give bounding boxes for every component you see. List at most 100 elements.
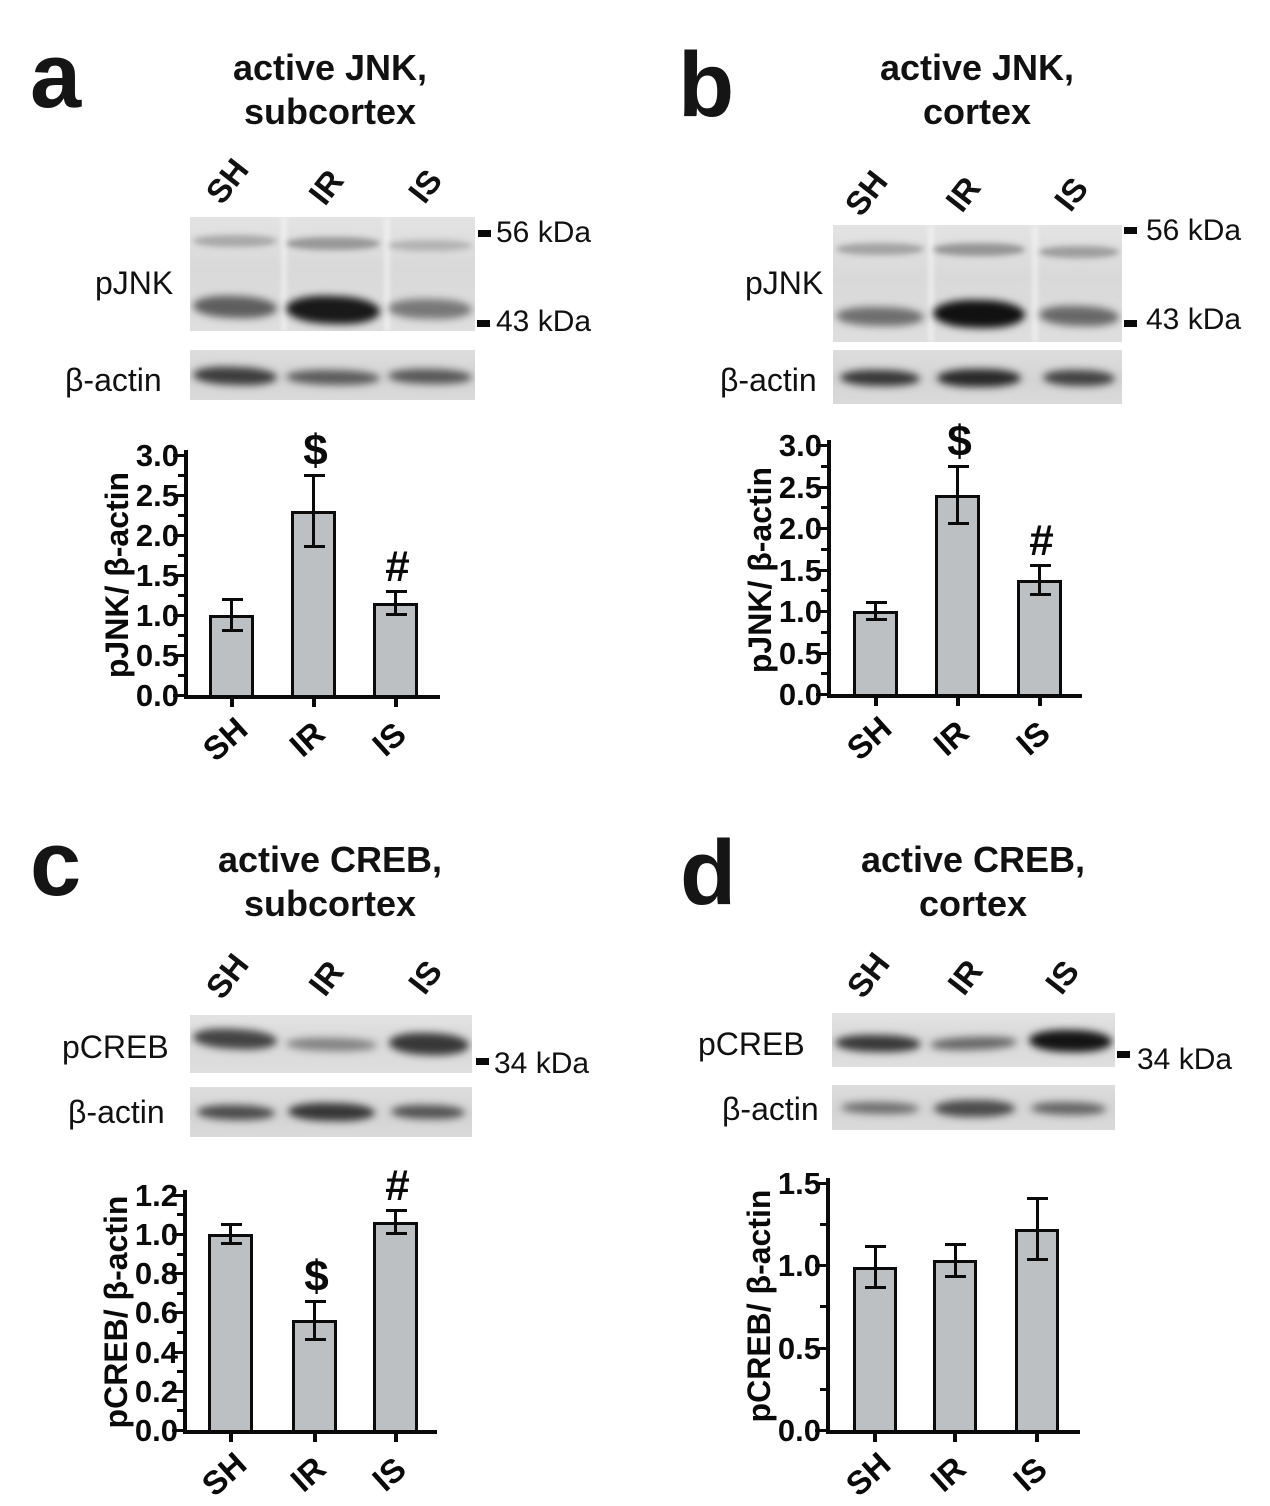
protein-label-c-pcreb: pCREB bbox=[62, 1029, 169, 1065]
protein-label-b-pjnk: pJNK bbox=[745, 265, 824, 301]
significance-annotation-ir: $ bbox=[304, 1251, 329, 1301]
x-tick-sh bbox=[873, 698, 878, 706]
marker-label-a-56kda: 56 kDa bbox=[496, 216, 592, 249]
western-blot-c-bactin bbox=[190, 1087, 472, 1137]
y-tick-label: 0.2 bbox=[134, 1373, 178, 1409]
lane-label-b-sh: SH bbox=[837, 163, 895, 223]
y-tick-label: 0.0 bbox=[134, 1413, 178, 1448]
y-tick-minor bbox=[820, 1223, 826, 1227]
y-tick-major bbox=[173, 574, 184, 577]
lane-label-a-ir: IR bbox=[301, 162, 351, 212]
y-tick-minor bbox=[177, 1409, 183, 1413]
blot-band bbox=[390, 1104, 466, 1120]
y-tick-major bbox=[173, 454, 184, 457]
blot-band bbox=[388, 239, 472, 251]
lane-label-d-is: IS bbox=[1037, 953, 1087, 1001]
x-tick-sh bbox=[229, 699, 234, 707]
protein-label-a-pjnk: pJNK bbox=[95, 265, 174, 301]
bar-ir bbox=[933, 1260, 977, 1430]
error-bar-line-sh bbox=[873, 1245, 877, 1289]
y-tick-minor bbox=[177, 1370, 183, 1374]
y-axis-label: pCREB/ β-actin bbox=[741, 1190, 777, 1423]
panel-title-c: active CREB, subcortex bbox=[130, 838, 530, 926]
y-tick-minor bbox=[178, 474, 184, 477]
error-bar-cap-top-sh bbox=[865, 1244, 886, 1248]
error-bar-cap-top-ir bbox=[945, 1242, 966, 1246]
y-tick-label: 3.0 bbox=[778, 428, 822, 463]
western-blot-d-bactin bbox=[832, 1085, 1115, 1130]
bar-is bbox=[1017, 580, 1062, 694]
y-tick-label: 1.5 bbox=[777, 1165, 821, 1201]
y-tick-label: 2.5 bbox=[778, 469, 822, 505]
lane-label-d-sh: SH bbox=[839, 945, 897, 1005]
error-bar-cap-bottom-is bbox=[385, 613, 407, 616]
y-tick-label: 3.0 bbox=[135, 438, 179, 473]
blot-band bbox=[286, 236, 380, 250]
x-axis-line bbox=[826, 1430, 1080, 1434]
y-tick-major bbox=[172, 1193, 183, 1197]
y-axis-line bbox=[827, 440, 831, 698]
error-bar-cap-top-sh bbox=[865, 600, 887, 604]
error-bar-cap-bottom-is bbox=[1029, 593, 1051, 597]
error-bar-line-is bbox=[394, 591, 397, 615]
x-tick-label-sh: SH bbox=[194, 1444, 253, 1504]
panel-title-d-line2: cortex bbox=[918, 883, 1028, 924]
error-bar-line-sh bbox=[874, 601, 877, 621]
lane-label-c-is: IS bbox=[400, 953, 450, 1001]
blot-band bbox=[929, 1034, 1018, 1052]
y-tick-label: 1.5 bbox=[135, 558, 179, 593]
x-tick-label-is: IS bbox=[364, 1449, 413, 1499]
y-tick-minor bbox=[821, 672, 827, 676]
blot-band bbox=[840, 1101, 920, 1115]
x-tick-is bbox=[1037, 698, 1042, 706]
x-tick-label-ir: IR bbox=[925, 713, 976, 763]
y-tick-label: 2.0 bbox=[778, 511, 822, 546]
y-tick-major bbox=[816, 610, 827, 613]
blot-band bbox=[932, 299, 1026, 329]
western-blot-c-pcreb bbox=[190, 1015, 472, 1073]
blot-band bbox=[287, 1102, 376, 1122]
y-tick-minor bbox=[821, 547, 827, 551]
error-bar-cap-bottom-sh bbox=[865, 1286, 886, 1290]
x-tick-is bbox=[1035, 1434, 1039, 1442]
x-tick-label-ir: IR bbox=[281, 714, 332, 764]
error-bar-cap-top-is bbox=[385, 590, 407, 593]
blot-band bbox=[192, 294, 278, 320]
y-tick-major bbox=[816, 651, 827, 655]
x-tick-label-sh: SH bbox=[195, 709, 254, 769]
bar-ir bbox=[935, 494, 980, 694]
y-tick-minor bbox=[177, 1252, 183, 1256]
y-tick-label: 1.5 bbox=[778, 552, 822, 588]
x-tick-label-is: IS bbox=[1006, 1449, 1054, 1499]
y-tick-minor bbox=[820, 1305, 826, 1309]
error-bar-line-sh bbox=[229, 1224, 232, 1244]
y-tick-label: 0.0 bbox=[135, 678, 179, 713]
y-axis-line bbox=[183, 1189, 187, 1434]
y-tick-major bbox=[815, 1429, 826, 1432]
blot-band bbox=[1038, 304, 1120, 328]
y-tick-label: 2.0 bbox=[135, 518, 179, 553]
bar-is bbox=[373, 1222, 418, 1430]
x-tick-is bbox=[393, 699, 398, 707]
y-tick-minor bbox=[177, 1331, 183, 1334]
protein-label-a-bactin: β-actin bbox=[65, 362, 162, 398]
blot-band bbox=[1042, 369, 1116, 387]
error-bar-cap-bottom-is bbox=[385, 1232, 407, 1235]
y-tick-minor bbox=[178, 594, 184, 597]
y-tick-label: 0.6 bbox=[134, 1295, 178, 1331]
x-tick-ir bbox=[955, 698, 960, 706]
western-blot-a-bactin bbox=[190, 350, 475, 400]
error-bar-line-is bbox=[394, 1210, 397, 1234]
marker-tick-d-34kda bbox=[1117, 1051, 1130, 1058]
y-tick-label: 2.5 bbox=[135, 478, 179, 513]
panel-title-b-line2: cortex bbox=[922, 91, 1032, 132]
y-tick-label: 1.2 bbox=[134, 1177, 178, 1213]
error-bar-cap-top-is bbox=[1027, 1196, 1048, 1200]
y-tick-major bbox=[172, 1429, 183, 1432]
blot-band bbox=[1030, 1100, 1107, 1116]
x-tick-sh bbox=[873, 1434, 877, 1442]
error-bar-line-ir bbox=[313, 1300, 316, 1340]
y-tick-major bbox=[173, 694, 184, 697]
panel-title-c-line2: subcortex bbox=[243, 883, 417, 924]
error-bar-cap-top-ir bbox=[947, 464, 969, 468]
